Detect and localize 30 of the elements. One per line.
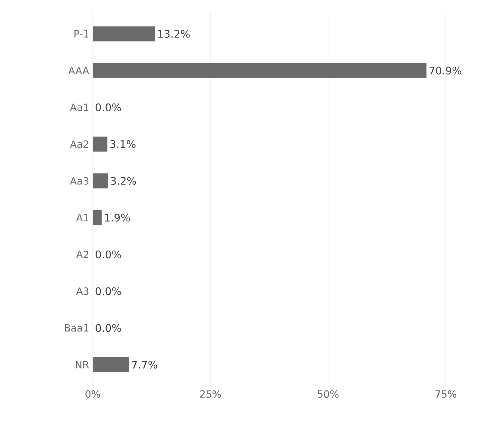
bar — [93, 136, 108, 152]
bar — [93, 26, 156, 42]
y-tick-label: NR — [76, 361, 90, 369]
data-label: 1.9% — [105, 214, 130, 222]
y-tick-label: A1 — [76, 214, 89, 222]
x-tick-label: 0% — [86, 390, 100, 398]
data-label: 70.9% — [430, 66, 462, 75]
y-tick-label: Aa2 — [70, 140, 88, 148]
y-tick-label: Aa3 — [70, 177, 89, 185]
x-tick-label: 50% — [318, 390, 339, 398]
y-tick-label: Baa1 — [65, 324, 89, 332]
data-label: 0.0% — [96, 324, 122, 332]
y-tick-label: AAA — [68, 67, 90, 74]
bar — [93, 357, 130, 372]
y-tick-label: A2 — [76, 250, 88, 258]
bar — [93, 174, 108, 189]
x-tick-label: 75% — [436, 390, 457, 398]
data-label: 7.7% — [132, 360, 158, 369]
y-tick-label: A3 — [76, 288, 89, 296]
data-label: 0.0% — [96, 287, 122, 296]
data-label: 3.1% — [110, 140, 136, 148]
data-label: 0.0% — [96, 250, 122, 259]
y-tick-label: P-1 — [74, 30, 89, 38]
data-label: 3.2% — [111, 177, 136, 186]
bar — [93, 63, 427, 78]
data-label: 13.2% — [158, 30, 190, 38]
bar — [93, 210, 102, 226]
x-tick-label: 25% — [200, 390, 222, 398]
y-tick-label: Aa1 — [70, 104, 89, 112]
data-label: 0.0% — [96, 104, 122, 112]
